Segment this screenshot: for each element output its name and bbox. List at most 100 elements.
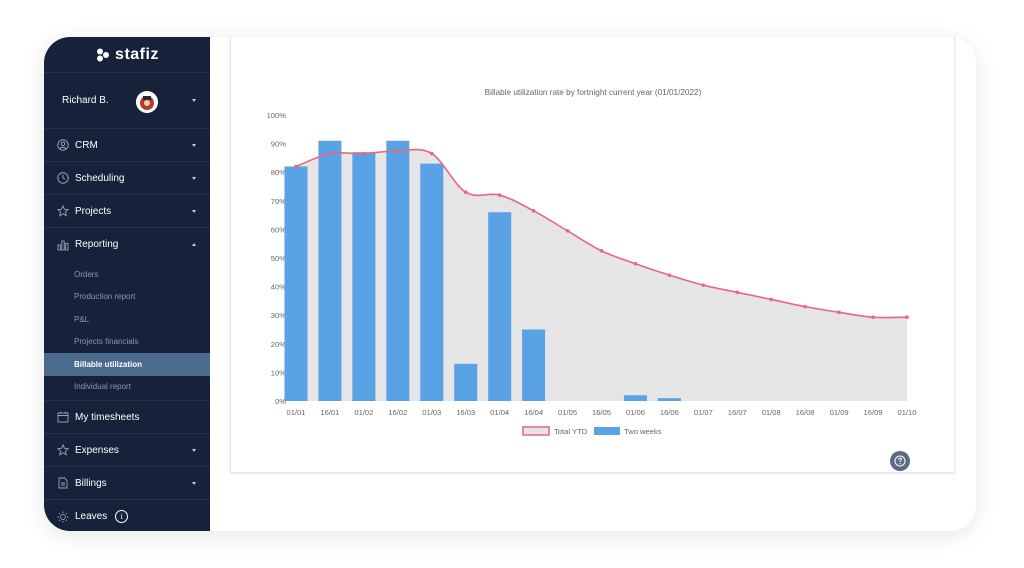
nav-label-scheduling: Scheduling <box>75 172 125 184</box>
ytd-point[interactable] <box>905 315 909 320</box>
ytd-point[interactable] <box>735 290 740 295</box>
nav-label-crm: CRM <box>75 139 98 151</box>
user-circle-icon <box>56 139 69 152</box>
chevron-down-icon <box>192 448 196 452</box>
x-tick-label: 01/01 <box>286 408 305 417</box>
nav-item-projects[interactable]: Projects <box>44 195 210 228</box>
x-tick-label: 01/06 <box>626 408 645 417</box>
document-icon <box>56 477 69 490</box>
bar-chart-icon <box>56 238 69 251</box>
chart-card: Billable utilization rate by fortnight c… <box>230 37 955 473</box>
nav-item-leaves[interactable]: Leaves i <box>44 500 210 531</box>
x-tick-label: 16/05 <box>592 408 611 417</box>
ytd-point[interactable] <box>463 190 468 195</box>
bar-two-weeks[interactable] <box>386 140 410 401</box>
ytd-point[interactable] <box>769 297 774 302</box>
sidebar-item-individual-report[interactable]: Individual report <box>74 382 131 392</box>
y-tick-label: 0% <box>275 397 286 406</box>
y-tick-label: 30% <box>271 311 286 320</box>
ytd-point[interactable] <box>837 310 841 315</box>
ytd-point[interactable] <box>803 304 807 309</box>
logo-icon <box>95 48 111 62</box>
y-tick-label: 40% <box>271 283 286 292</box>
main-content: Billable utilization rate by fortnight c… <box>210 37 976 531</box>
chevron-down-icon <box>192 176 196 180</box>
sidebar-item-pl[interactable]: P&L <box>74 314 90 324</box>
ytd-point[interactable] <box>396 148 400 153</box>
user-menu[interactable]: Richard B. <box>44 73 210 129</box>
star-icon <box>56 444 69 457</box>
nav-item-reporting[interactable]: Reporting <box>44 228 210 261</box>
ytd-point[interactable] <box>497 193 502 197</box>
chart-title: Billable utilization rate by fortnight c… <box>485 88 702 97</box>
legend-swatch-total-ytd <box>522 426 550 436</box>
x-tick-label: 16/08 <box>796 408 815 417</box>
app-window: stafiz Richard B. CRM <box>44 37 976 531</box>
ytd-point[interactable] <box>871 315 875 320</box>
y-tick-label: 50% <box>271 254 286 263</box>
x-tick-label: 16/09 <box>864 408 883 417</box>
nav-label-expenses: Expenses <box>75 444 119 456</box>
bar-two-weeks[interactable] <box>454 363 478 401</box>
app-logo[interactable]: stafiz <box>44 37 210 73</box>
bar-two-weeks[interactable] <box>284 166 308 401</box>
ytd-point[interactable] <box>531 209 536 213</box>
sidebar-item-production-report[interactable]: Production report <box>74 292 136 302</box>
reporting-submenu: Orders Production report P&L Projects fi… <box>44 261 210 401</box>
x-tick-label: 01/05 <box>558 408 577 417</box>
ytd-point[interactable] <box>701 283 706 287</box>
bar-two-weeks[interactable] <box>420 163 444 401</box>
ytd-point[interactable] <box>565 229 570 233</box>
x-axis: 01/01 16/01 01/02 16/02 01/03 16/03 01/04 16/04… <box>286 408 916 417</box>
sidebar: stafiz Richard B. CRM <box>44 37 210 531</box>
y-axis: 0% 10% 20% 30% 40% 50% 60% 70% 80% 90% 100% <box>267 111 287 406</box>
ytd-point[interactable] <box>429 151 434 156</box>
x-tick-label: 16/07 <box>728 408 747 417</box>
x-tick-label: 01/10 <box>897 408 916 417</box>
ytd-point[interactable] <box>294 164 298 169</box>
x-tick-label: 16/04 <box>524 408 543 417</box>
sun-icon <box>56 510 69 523</box>
chevron-down-icon <box>192 143 196 147</box>
nav-item-expenses[interactable]: Expenses <box>44 434 210 467</box>
legend-swatch-two-weeks <box>594 427 620 435</box>
ytd-area-fill <box>296 149 907 401</box>
x-tick-label: 01/03 <box>422 408 441 417</box>
ytd-area <box>296 149 907 401</box>
x-tick-label: 16/02 <box>388 408 407 417</box>
bar-two-weeks[interactable] <box>657 398 681 401</box>
x-tick-label: 16/01 <box>320 408 339 417</box>
sidebar-item-projects-financials[interactable]: Projects financials <box>74 337 139 347</box>
chevron-up-icon <box>192 243 196 246</box>
info-icon[interactable]: i <box>115 510 129 523</box>
ytd-point[interactable] <box>599 249 604 253</box>
sidebar-item-orders[interactable]: Orders <box>74 269 99 279</box>
star-icon <box>56 205 69 218</box>
nav-item-billings[interactable]: Billings <box>44 467 210 500</box>
calendar-icon <box>56 411 69 424</box>
chart-legend[interactable]: Total YTD Two weeks <box>522 426 662 436</box>
y-tick-label: 20% <box>271 340 286 349</box>
bars-two-weeks <box>284 140 681 402</box>
legend-label-two-weeks: Two weeks <box>624 427 662 436</box>
legend-label-total-ytd: Total YTD <box>554 427 588 436</box>
ytd-line-layer <box>294 148 909 320</box>
bar-two-weeks[interactable] <box>488 212 512 401</box>
ytd-point[interactable] <box>328 151 332 156</box>
bar-two-weeks[interactable] <box>352 152 376 401</box>
help-button[interactable] <box>890 451 910 471</box>
bar-two-weeks[interactable] <box>522 329 546 402</box>
nav-item-scheduling[interactable]: Scheduling <box>44 162 210 195</box>
ytd-point[interactable] <box>667 273 672 277</box>
x-tick-label: 01/09 <box>830 408 849 417</box>
nav-item-my-timesheets[interactable]: My timesheets <box>44 401 210 434</box>
utilization-chart: Billable utilization rate by fortnight c… <box>267 88 917 436</box>
logo-text: stafiz <box>115 45 159 63</box>
bar-two-weeks[interactable] <box>623 395 647 401</box>
ytd-point[interactable] <box>362 151 366 156</box>
bar-two-weeks[interactable] <box>318 140 342 401</box>
sidebar-item-billable-utilization[interactable]: Billable utilization <box>44 353 210 376</box>
y-tick-label: 70% <box>271 197 286 206</box>
ytd-point[interactable] <box>633 261 638 266</box>
nav-item-crm[interactable]: CRM <box>44 129 210 162</box>
